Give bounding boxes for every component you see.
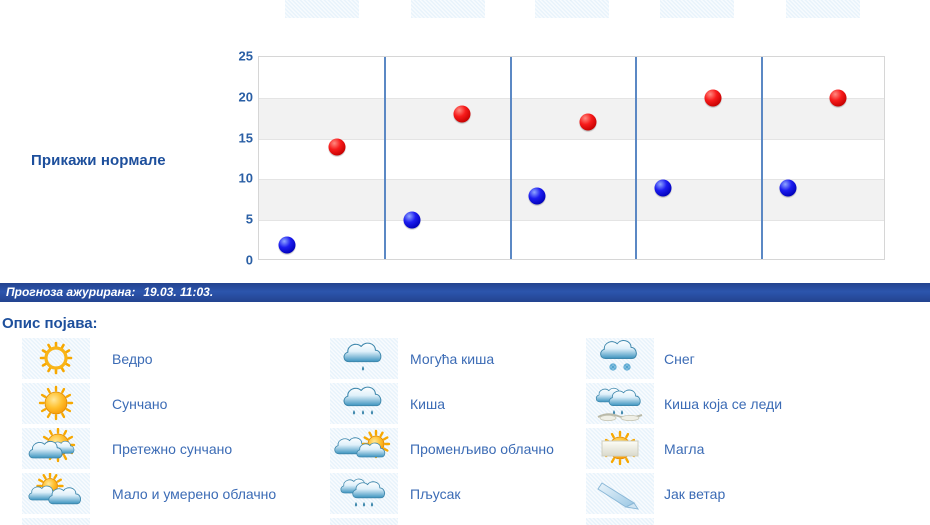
max-temp-point bbox=[829, 89, 847, 107]
legend-item: Променљиво облачно bbox=[330, 426, 590, 471]
chart-day-divider bbox=[384, 57, 387, 259]
cloudy-icon bbox=[411, 0, 485, 18]
legend-item bbox=[22, 516, 342, 525]
legend-item: Ведро bbox=[22, 336, 342, 381]
legend-column-2: Могућа киша Киша Променљиво облачно Пљусак bbox=[330, 336, 590, 525]
legend-item: Претежно сунчано bbox=[22, 426, 342, 471]
legend-item-label: Јак ветар bbox=[664, 485, 726, 502]
fog-icon bbox=[586, 428, 654, 469]
max-temp-point bbox=[328, 138, 346, 156]
legend-item: Магла bbox=[586, 426, 930, 471]
y-axis-tick: 5 bbox=[245, 211, 253, 227]
chart-day-divider bbox=[635, 57, 638, 259]
snow-icon bbox=[586, 338, 654, 379]
legend-item: Могућа киша bbox=[330, 336, 590, 381]
legend-title: Опис појава: bbox=[2, 315, 98, 332]
forecast-updated-bar: Прогноза ажурирана: 19.03. 11:03. bbox=[0, 283, 930, 302]
legend-item-label: Променљиво облачно bbox=[410, 440, 554, 457]
legend-item: Мало и умерено облачно bbox=[22, 471, 342, 516]
y-axis-tick: 10 bbox=[238, 170, 253, 186]
y-axis-tick: 25 bbox=[238, 48, 253, 64]
max-temp-point bbox=[453, 105, 471, 123]
legend-item-label: Снег bbox=[664, 350, 695, 367]
updated-label: Прогноза ажурирана: bbox=[6, 285, 136, 299]
chart-gridline bbox=[259, 97, 884, 99]
chart-band bbox=[259, 97, 884, 139]
partly-sunny-icon bbox=[285, 0, 359, 18]
legend-item-label: Мало и умерено облачно bbox=[112, 485, 277, 502]
partly-cloudy-icon bbox=[22, 473, 90, 514]
temperature-chart: 0 5 10 15 20 25 bbox=[225, 49, 890, 268]
strong-wind-icon bbox=[586, 473, 654, 514]
legend-item bbox=[586, 516, 930, 525]
min-temp-point bbox=[779, 179, 797, 197]
chart-day-divider bbox=[509, 57, 512, 259]
legend-item: Сунчано bbox=[22, 381, 342, 426]
rain-icon bbox=[330, 383, 398, 424]
showers-icon bbox=[330, 473, 398, 514]
chart-gridline bbox=[259, 179, 884, 181]
chart-y-axis: 0 5 10 15 20 25 bbox=[225, 49, 253, 268]
cloudy-icon bbox=[660, 0, 734, 18]
forecast-icon-strip bbox=[0, 0, 930, 18]
max-temp-point bbox=[579, 113, 597, 131]
legend-item: Јак ветар bbox=[586, 471, 930, 516]
mostly-sunny-icon bbox=[22, 428, 90, 469]
legend-item-label: Киша bbox=[410, 395, 445, 412]
y-axis-tick: 20 bbox=[238, 89, 253, 105]
legend-item-label: Ведро bbox=[112, 350, 153, 367]
max-temp-point bbox=[704, 89, 722, 107]
legend-item-label: Претежно сунчано bbox=[112, 440, 233, 457]
sunny-icon bbox=[22, 383, 90, 424]
legend-item-label: Сунчано bbox=[112, 395, 168, 412]
legend-item: Пљусак bbox=[330, 471, 590, 516]
legend-column-1: Ведро Сунчано Претежно сунчано Мало и умере… bbox=[22, 336, 342, 525]
chart-gridline bbox=[259, 138, 884, 140]
updated-time: 19.03. 11:03. bbox=[143, 285, 214, 299]
variable-cloudy-icon bbox=[330, 428, 398, 469]
legend-item-label: Пљусак bbox=[410, 485, 461, 502]
min-temp-point bbox=[403, 211, 421, 229]
cloudy-icon bbox=[22, 518, 90, 525]
legend-item-label: Магла bbox=[664, 440, 705, 457]
show-normals-link[interactable]: Прикажи нормале bbox=[31, 152, 166, 169]
min-temp-point bbox=[528, 187, 546, 205]
legend-item: Снег bbox=[586, 336, 930, 381]
showers-icon bbox=[330, 518, 398, 525]
freezing-rain-icon bbox=[586, 383, 654, 424]
min-temp-point bbox=[278, 236, 296, 254]
chart-gridline bbox=[259, 220, 884, 222]
legend-item-label: Киша која се леди bbox=[664, 395, 783, 412]
possible-rain-icon bbox=[535, 0, 609, 18]
chart-day-divider bbox=[760, 57, 763, 259]
min-temp-point bbox=[654, 179, 672, 197]
legend-item bbox=[330, 516, 590, 525]
legend-item: Киша bbox=[330, 381, 590, 426]
storm-icon bbox=[586, 518, 654, 525]
clear-sky-icon bbox=[22, 338, 90, 379]
legend-item: Киша која се леди bbox=[586, 381, 930, 426]
chart-plot-area bbox=[258, 56, 885, 260]
y-axis-tick: 15 bbox=[238, 130, 253, 146]
y-axis-tick: 0 bbox=[245, 252, 253, 268]
possible-rain-icon bbox=[330, 338, 398, 379]
cloudy-icon bbox=[786, 0, 860, 18]
legend-item-label: Могућа киша bbox=[410, 350, 495, 367]
legend-column-3: Снег Киша која се леди Магла Јак ветар bbox=[586, 336, 930, 525]
